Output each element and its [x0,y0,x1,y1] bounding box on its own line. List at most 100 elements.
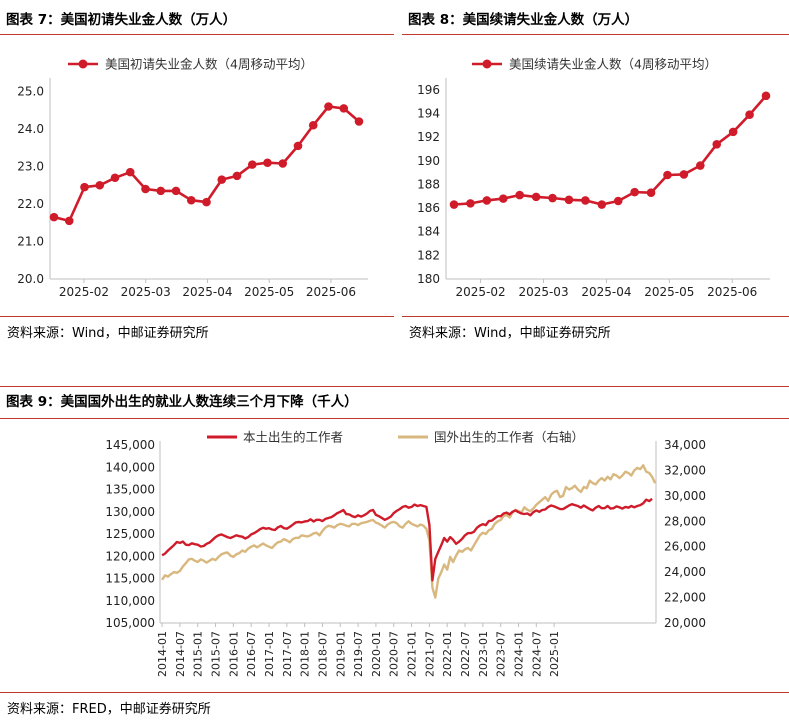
c7-data-point [354,117,364,126]
c7-data-point [80,182,89,192]
c8-data-point [663,170,672,180]
c9-y-left-tick-label: 125,000 [105,527,155,541]
chart-7-top-rule [0,34,394,35]
c9-x-tick-label: 2024-07 [530,631,543,677]
chart-8-plot: 180 182 184 186 188 190 192 194 196 2025-02 2025-0… [417,57,771,299]
chart-9-source: 资料来源：FRED，中邮证券研究所 [7,702,211,717]
c9-legend-label-foreign: 国外出生的工作者（右轴） [434,430,584,445]
chart-9-title: 图表 9：美国国外出生的就业人数连续三个月下降（千人） [6,394,358,410]
panel-chart-8: 图表 8：美国续请失业金人数（万人） 180 182 184 186 188 190 192… [402,0,789,350]
c9-x-tick-label: 2021-01 [406,631,419,677]
c8-x-tick-label: 2025-03 [518,285,568,299]
chart-7-bottom-rule [0,316,394,317]
c7-y-tick-label: 21.0 [17,235,44,249]
c7-data-point [324,102,333,111]
c9-x-tick-label: 2023-07 [495,631,508,677]
c7-data-point [217,175,227,184]
c8-y-tick-label: 186 [417,201,440,215]
c9-y-left-tick-label: 105,000 [105,616,155,630]
c9-y-left-tick-label: 130,000 [105,505,155,519]
c9-y-left-tick-label: 115,000 [105,572,155,586]
chart-9-top-rule [0,386,789,387]
c9-y-left-tick-label: 110,000 [105,594,155,608]
c8-y-tick-label: 196 [417,83,440,97]
c9-x-tick-label: 2025-01 [548,631,561,677]
c7-data-point [110,173,120,183]
c9-y-right-tick-label: 32,000 [664,463,706,477]
c8-data-point [646,188,656,198]
c9-x-tick-label: 2020-07 [388,631,401,677]
chart-7-title: 图表 7：美国初请失业金人数（万人） [6,12,237,28]
chart-9-plot: 105,000 110,000 115,000 120,000 125,000 130,0… [105,430,706,677]
c8-y-tick-label: 190 [417,154,440,168]
c9-y-right-tick-label: 26,000 [664,540,706,554]
c7-data-point [186,195,196,205]
c9-x-tick-label: 2017-07 [281,631,294,677]
c7-data-point [125,167,135,177]
c8-x-tick-label: 2025-06 [707,285,757,299]
c8-data-point [564,195,574,205]
c9-y-right-tick-label: 28,000 [664,514,706,528]
c8-data-point [712,139,722,149]
c8-data-point [728,127,738,137]
c7-legend-label: 美国初请失业金人数（4周移动平均） [105,57,313,72]
c7-data-point [202,197,211,207]
c9-y-right-tick-label: 22,000 [664,591,706,605]
c7-x-tick-label: 2025-04 [182,285,232,299]
c7-x-tick-label: 2025-05 [244,285,294,299]
c7-data-point [64,216,74,226]
c7-data-point [247,160,257,169]
c7-data-point [141,184,150,194]
c8-data-point [466,199,475,208]
c8-data-point [679,170,689,179]
c8-data-point [761,91,771,101]
c9-x-tick-label: 2018-07 [316,631,329,677]
chart-9-bottom-rule [0,692,789,693]
chart-8-source: 资料来源：Wind，中邮证券研究所 [409,326,611,341]
panel-chart-9: 图表 9：美国国外出生的就业人数连续三个月下降（千人） 105,000 110,0… [0,380,789,722]
c9-y-left-tick-label: 145,000 [105,438,155,452]
chart-8-title: 图表 8：美国续请失业金人数（万人） [408,12,639,28]
c9-x-tick-label: 2024-01 [512,631,525,677]
c7-data-point [263,158,272,168]
c8-y-tick-label: 188 [417,177,440,191]
c8-data-point [613,196,623,206]
c8-y-tick-label: 192 [417,130,440,144]
c7-data-point [49,212,59,222]
c7-x-tick-label: 2025-06 [306,285,356,299]
c7-y-tick-label: 20.0 [17,272,44,286]
c9-x-tick-label: 2015-01 [192,631,205,677]
c7-data-point [95,180,105,190]
c8-data-point [548,193,557,203]
chart-7-source: 资料来源：Wind，中邮证券研究所 [7,326,209,341]
c9-series-foreign-line [161,464,657,599]
c8-legend-label: 美国续请失业金人数（4周移动平均） [509,57,717,72]
c9-y-right-tick-label: 30,000 [664,489,706,503]
c9-x-tick-label: 2016-07 [245,631,258,677]
c9-x-tick-label: 2017-01 [263,631,276,677]
c8-legend-swatch-marker [482,59,492,69]
c8-x-tick-label: 2025-02 [456,285,506,299]
c8-data-point [531,192,541,202]
c9-x-tick-label: 2015-07 [210,631,223,677]
c7-y-tick-label: 22.0 [17,197,44,211]
c8-y-tick-label: 182 [417,248,440,262]
c7-data-point [308,120,318,130]
chart-8-bottom-rule [402,316,789,317]
c9-y-right-tick-label: 34,000 [664,438,706,452]
c8-data-point [597,200,607,209]
c8-x-tick-label: 2025-05 [644,285,694,299]
c9-y-left-tick-label: 140,000 [105,460,155,474]
c9-x-tick-label: 2022-07 [459,631,472,677]
c9-y-left-tick-label: 135,000 [105,483,155,497]
c7-y-tick-label: 23.0 [17,160,44,174]
c8-data-point [498,194,508,203]
c8-data-point [482,196,492,205]
c9-x-tick-label: 2023-01 [477,631,490,677]
c8-y-tick-label: 194 [417,107,440,121]
chart-7-plot: 20.0 21.0 22.0 23.0 24.0 25.0 2025-02 2025-03 20… [17,57,368,299]
c9-y-left-tick-label: 120,000 [105,549,155,563]
c7-x-tick-label: 2025-03 [121,285,171,299]
c8-y-tick-label: 184 [417,225,440,239]
c7-y-tick-label: 25.0 [17,85,44,99]
